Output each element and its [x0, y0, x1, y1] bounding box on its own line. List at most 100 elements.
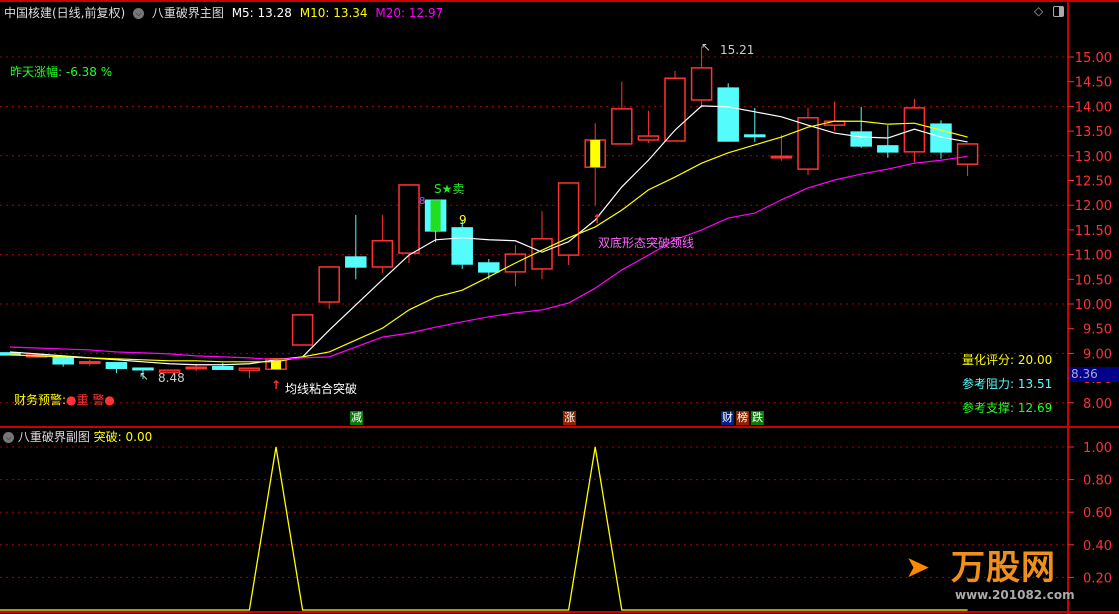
tag-die: 跌 [751, 411, 764, 425]
sub-tick-label: 1.00 [1083, 441, 1112, 456]
logo: ➤ 万股网 www.201082.com [905, 532, 1075, 612]
candle-body [158, 369, 181, 373]
candle-body [451, 227, 473, 265]
tag-reduce: 减 [350, 411, 363, 425]
logo-text: 万股网 [951, 548, 1056, 588]
candle [451, 220, 473, 269]
candle-body [690, 67, 713, 101]
candle-body [105, 362, 128, 369]
resistance-ref: 参考阻力: 13.51 [962, 377, 1053, 391]
candle [611, 81, 633, 145]
candle-body [770, 155, 793, 159]
quant-score: 量化评分: 20.00 [962, 353, 1053, 367]
finance-warning-label: 财务预警: [14, 393, 67, 407]
price-tick-label: 13.00 [1075, 150, 1112, 165]
sub-tick-label: 0.20 [1083, 571, 1112, 586]
chart-header: 中国核建(日线,前复权) ⌵ 八重破界主图 M5: 13.28 M10: 13.… [4, 4, 447, 21]
candle-body [79, 361, 101, 365]
ma-breakout-arrow-icon: ↑ [271, 378, 282, 392]
candle-body [238, 367, 261, 371]
price-tick-label: 10.50 [1075, 273, 1112, 288]
candle [371, 215, 394, 273]
price-tick-label: 15.00 [1075, 51, 1112, 66]
indicator-name[interactable]: 八重破界主图 [151, 6, 224, 20]
tag-cai: 财 [721, 411, 734, 425]
panel-toggle-icon[interactable] [1053, 6, 1064, 17]
chevron-down-icon[interactable]: ⌵ [3, 432, 14, 443]
candle [318, 266, 340, 309]
candle-body [212, 365, 234, 370]
candle-body [797, 117, 819, 170]
candle [877, 125, 899, 158]
candle [79, 359, 101, 366]
low-price-label: 8.48 [158, 371, 185, 385]
chevron-down-icon[interactable]: ⌵ [133, 8, 145, 19]
candle [424, 199, 447, 243]
candle-body [345, 256, 367, 268]
candle-body [185, 366, 207, 370]
candle [956, 143, 979, 177]
yesterday-change: 昨天涨幅: -6.38 % [10, 65, 113, 79]
price-tick-label: 8.00 [1083, 397, 1112, 412]
ma-breakout-label: 均线粘合突破 [285, 382, 358, 396]
double-bottom-label: 双底形态突破颈线 [598, 236, 695, 250]
candle-body [850, 131, 872, 147]
price-tick-label: 11.00 [1075, 249, 1112, 264]
candle [557, 182, 580, 265]
sub-indicator-value: 突破: 0.00 [93, 430, 153, 444]
support-ref: 参考支撑: 12.69 [962, 401, 1053, 415]
candle [531, 211, 553, 280]
crosshair-price: 8.36 [1069, 367, 1119, 382]
moving-averages [9, 105, 968, 366]
candle [797, 107, 819, 176]
candle-body [637, 135, 660, 141]
sub-tick-label: 0.60 [1083, 506, 1112, 521]
candle [132, 367, 154, 380]
candle [717, 83, 739, 142]
candle [903, 98, 926, 163]
gridlines [0, 56, 1068, 578]
price-tick-label: 12.00 [1075, 199, 1112, 214]
logo-url: www.201082.com [955, 588, 1075, 602]
sub-indicator [0, 446, 968, 611]
high-arrow-icon: ↖ [701, 40, 712, 54]
candles [0, 46, 979, 380]
candle [637, 110, 660, 143]
double-bottom-arrow-icon: ↑ [592, 212, 603, 226]
candle-body [291, 314, 314, 346]
price-tick-label: 14.00 [1075, 100, 1112, 115]
signal-fill [590, 139, 601, 168]
stock-title[interactable]: 中国核建(日线,前复权) [4, 6, 126, 20]
count-9: 9 [459, 213, 467, 227]
candle [478, 259, 500, 280]
candle [930, 120, 952, 159]
candle [238, 367, 261, 379]
ma-line-m5 [9, 105, 968, 366]
candle [291, 314, 314, 346]
candle [504, 245, 527, 287]
price-tick-label: 10.00 [1075, 298, 1112, 313]
candle-body [531, 238, 553, 270]
candle [850, 106, 872, 148]
candle-body [132, 367, 154, 371]
diamond-icon[interactable]: ◇ [1034, 4, 1044, 18]
candle-body [744, 134, 766, 138]
candle [158, 369, 181, 373]
finance-warning-value: 重 警 [76, 393, 105, 407]
signal-fill [271, 358, 281, 370]
candle [212, 362, 234, 370]
tag-bang: 榜 [736, 411, 749, 425]
candle [690, 46, 713, 108]
ma10-value: M10: 13.34 [299, 6, 368, 20]
candle [265, 357, 287, 370]
candle [770, 135, 793, 161]
breakout-line [0, 446, 968, 611]
price-tick-label: 12.50 [1075, 175, 1112, 190]
sell-signal: S★卖 [434, 182, 465, 196]
sub-indicator-name[interactable]: 八重破界副图 [17, 430, 90, 444]
candle-body [52, 356, 74, 365]
price-tick-label: 9.50 [1083, 323, 1112, 338]
sub-tick-label: 0.80 [1083, 474, 1112, 489]
